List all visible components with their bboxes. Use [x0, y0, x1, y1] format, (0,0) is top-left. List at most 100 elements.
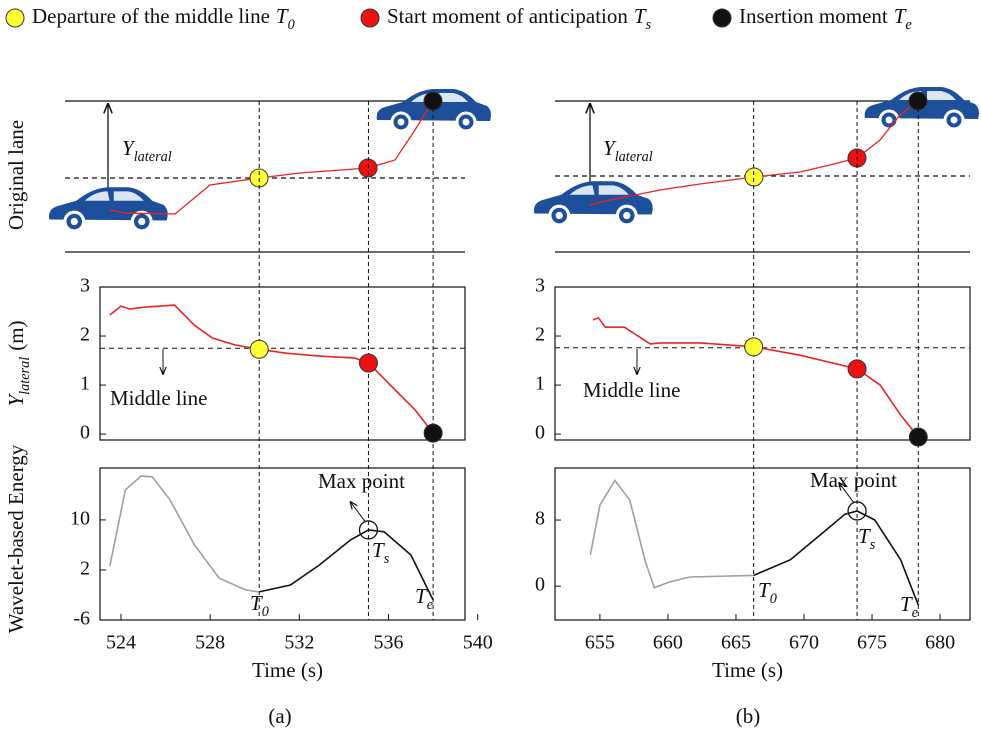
series-line	[109, 475, 260, 593]
trajectory	[589, 100, 919, 206]
subscript: s	[870, 537, 876, 553]
x-tick-label: 660	[653, 632, 683, 654]
annotation-arrow	[350, 502, 366, 523]
series-line	[259, 529, 434, 601]
symbol: T	[900, 592, 913, 616]
subscript: s	[384, 551, 390, 567]
subscript: lateral	[134, 149, 172, 165]
legend-entry: Departure of the middle line T0	[32, 4, 295, 33]
x-tick-label: 524	[106, 632, 136, 654]
event-label: T0	[250, 591, 269, 620]
event-label: T0	[758, 578, 777, 607]
symbol: T	[758, 578, 771, 602]
x-tick-label: 540	[463, 632, 493, 654]
y-tick-label: 1	[535, 373, 545, 395]
lane-events	[249, 91, 928, 188]
symbol: T	[276, 4, 289, 28]
annotation: Max point	[318, 469, 405, 493]
symbol: T	[372, 538, 385, 562]
subscript: 0	[770, 591, 777, 607]
car	[47, 185, 170, 233]
x-tick-label: 665	[721, 632, 751, 654]
subscript: e	[905, 17, 912, 33]
legend-entry: Start moment of anticipation Ts	[387, 4, 652, 33]
subscript: e	[912, 605, 919, 621]
y-axis-title: Ylateral (m)	[4, 320, 33, 406]
y-tick-label: 0	[535, 422, 545, 444]
annotation-arrow	[839, 483, 855, 504]
series-line	[592, 316, 919, 438]
symbol-label: Ylateral	[603, 136, 653, 165]
subscript: e	[427, 597, 434, 613]
lane-panel	[65, 100, 970, 253]
plot-frame	[554, 467, 971, 621]
y-axis-title: Wavelet-based Energy	[4, 444, 28, 633]
max-point	[358, 520, 379, 540]
max-point	[847, 501, 867, 521]
caption: (b)	[736, 704, 761, 728]
subscript: s	[646, 17, 652, 33]
subscript: 0	[262, 604, 269, 620]
event-label: Te	[415, 584, 434, 613]
subscript: lateral	[17, 357, 33, 395]
event-label: Ts	[372, 538, 390, 567]
event-marker	[847, 359, 867, 379]
y-tick-label: 2	[80, 558, 90, 580]
y-tick-label: 2	[535, 324, 545, 346]
event-label: Ts	[858, 524, 876, 553]
series-line	[109, 304, 434, 434]
legend-entry: Insertion moment Te	[739, 4, 912, 33]
y-tick-label: 3	[80, 275, 90, 297]
subscript: lateral	[615, 149, 653, 165]
event-label: Te	[900, 592, 919, 621]
legend-swatch	[712, 8, 732, 28]
y-tick-label: 8	[535, 508, 545, 530]
symbol-label: Ylateral	[122, 136, 172, 165]
trajectory	[109, 100, 434, 215]
series-line	[753, 510, 920, 606]
x-tick-label: 528	[195, 632, 225, 654]
event-marker	[358, 353, 378, 373]
symbol: T	[415, 584, 428, 608]
series-line	[589, 478, 754, 589]
y-tick-label: -6	[73, 608, 90, 630]
car	[532, 179, 655, 227]
unit: (m)	[4, 320, 28, 350]
y-tick-label: 3	[535, 275, 545, 297]
legend-swatch	[5, 8, 25, 28]
plot-frame	[99, 467, 466, 621]
y-tick-label: 10	[70, 508, 90, 530]
annotation: Middle line	[583, 378, 680, 402]
x-tick-label: 532	[284, 632, 314, 654]
caption: (a)	[268, 704, 291, 728]
annotation: Middle line	[110, 386, 207, 410]
symbol: T	[858, 524, 871, 548]
legend-swatch	[360, 8, 380, 28]
plot-frame	[99, 286, 466, 441]
label-text: Insertion moment	[739, 4, 888, 28]
subscript: 0	[288, 17, 295, 33]
y-tick-label: 0	[535, 574, 545, 596]
symbol: T	[634, 4, 647, 28]
symbol: Y	[603, 136, 617, 160]
x-tick-label: 536	[374, 632, 404, 654]
event-marker	[249, 339, 269, 359]
label-text: Departure of the middle line	[32, 4, 270, 28]
event-marker	[744, 337, 764, 357]
y-tick-label: 1	[80, 373, 90, 395]
y-tick-label: 0	[80, 422, 90, 444]
x-axis-title: Time (s)	[252, 658, 323, 682]
plot-frame	[554, 286, 971, 441]
symbol: T	[894, 4, 907, 28]
event-marker	[908, 427, 928, 447]
symbol: Y	[122, 136, 136, 160]
x-tick-label: 675	[857, 632, 887, 654]
x-axis-title: Time (s)	[712, 658, 783, 682]
annotation: Max point	[810, 468, 897, 492]
label-text: Start moment of anticipation	[387, 4, 628, 28]
symbol: Y	[4, 393, 28, 407]
x-tick-label: 655	[585, 632, 615, 654]
symbol: T	[250, 591, 263, 615]
x-tick-label: 680	[925, 632, 955, 654]
